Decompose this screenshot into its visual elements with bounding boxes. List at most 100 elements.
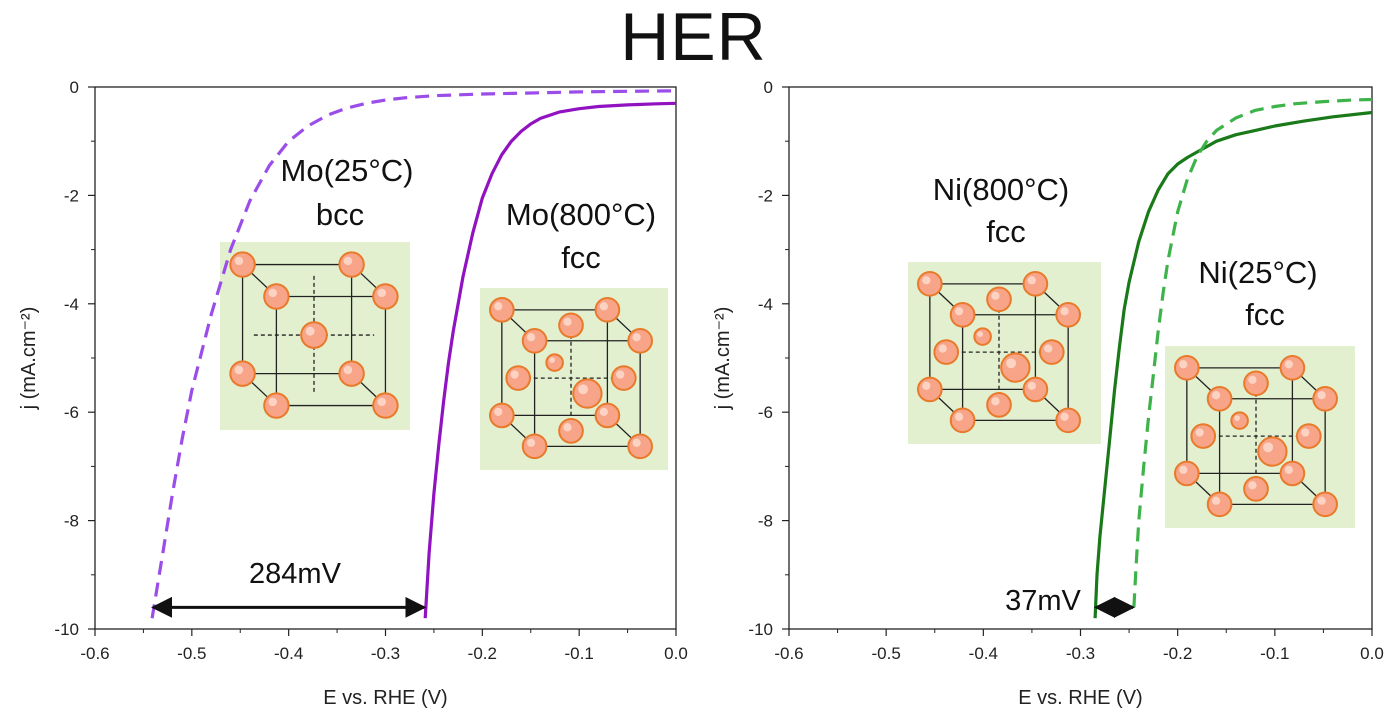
atom bbox=[1257, 436, 1288, 467]
atom bbox=[949, 301, 976, 328]
atom bbox=[917, 376, 943, 403]
atom-highlight bbox=[377, 288, 387, 298]
x-tick-label: -0.3 bbox=[371, 644, 400, 663]
atom-highlight bbox=[599, 302, 608, 311]
atom bbox=[1055, 301, 1081, 328]
atom-highlight bbox=[922, 381, 931, 390]
series-line-2 bbox=[423, 101, 677, 619]
atom bbox=[372, 392, 399, 419]
atom-highlight bbox=[234, 365, 244, 375]
atom bbox=[263, 392, 290, 419]
x-tick-label: -0.5 bbox=[872, 644, 901, 663]
atom bbox=[489, 297, 515, 323]
x-tick-label: -0.6 bbox=[80, 644, 109, 663]
atom-highlight bbox=[1284, 360, 1293, 369]
atom bbox=[229, 360, 256, 387]
atom bbox=[986, 392, 1012, 418]
atom-highlight bbox=[1317, 391, 1326, 400]
structure-label: fcc bbox=[561, 240, 601, 275]
sample-label: Ni(800°C) bbox=[933, 172, 1069, 207]
y-tick-label: -10 bbox=[54, 620, 79, 639]
crystal-inset-fcc bbox=[480, 288, 668, 470]
atom bbox=[263, 283, 290, 310]
atom-highlight bbox=[563, 317, 572, 326]
structure-label: bcc bbox=[316, 197, 364, 232]
atom-highlight bbox=[494, 302, 503, 311]
atom-highlight bbox=[1027, 276, 1036, 285]
atom-highlight bbox=[1263, 442, 1274, 453]
x-tick-label: -0.2 bbox=[1163, 644, 1192, 663]
atom-highlight bbox=[510, 370, 519, 379]
atom-highlight bbox=[377, 397, 387, 407]
sample-label: Mo(25°C) bbox=[281, 153, 414, 188]
atom-highlight bbox=[632, 438, 641, 447]
atom bbox=[594, 297, 621, 323]
atom bbox=[229, 251, 256, 278]
plot-panel-2: -0.6 -0.5 -0.4 -0.3 -0.2 -0.1 0.0 0 -2 -4 -6 -8 -10 E… bbox=[712, 78, 1384, 709]
figure-title: HER bbox=[620, 0, 767, 75]
atom bbox=[558, 312, 584, 339]
atom bbox=[933, 339, 960, 365]
atom bbox=[521, 433, 548, 460]
atom bbox=[1206, 491, 1233, 518]
atom bbox=[1206, 385, 1233, 412]
atom-highlight bbox=[922, 276, 931, 285]
x-tick-label: -0.3 bbox=[1066, 644, 1095, 663]
atom-highlight bbox=[938, 344, 947, 353]
atom-highlight bbox=[343, 365, 353, 375]
atom bbox=[917, 271, 943, 297]
y-axis-label: j (mA.cm⁻²) bbox=[18, 307, 40, 411]
crystal-inset-fcc bbox=[908, 262, 1101, 444]
sample-label: Ni(25°C) bbox=[1198, 255, 1317, 290]
atom-highlight bbox=[1317, 496, 1326, 505]
atom-highlight bbox=[305, 326, 315, 336]
atom bbox=[627, 327, 653, 354]
y-tick-label: -6 bbox=[758, 403, 773, 422]
atom bbox=[986, 286, 1012, 313]
crystal-inset-bcc bbox=[220, 242, 410, 430]
atom bbox=[521, 327, 548, 354]
atom-highlight bbox=[599, 407, 608, 416]
x-tick-label: -0.1 bbox=[565, 644, 594, 663]
atom bbox=[1000, 352, 1031, 383]
atom bbox=[627, 433, 653, 460]
atom bbox=[372, 283, 399, 310]
x-tick-label: 0.0 bbox=[1360, 644, 1384, 663]
atom-highlight bbox=[991, 397, 1000, 406]
atom-highlight bbox=[954, 307, 964, 316]
atom-highlight bbox=[1248, 481, 1257, 490]
series-line-1 bbox=[150, 89, 677, 619]
x-tick-label: -0.5 bbox=[177, 644, 206, 663]
atom-highlight bbox=[1211, 496, 1221, 505]
atom bbox=[1279, 355, 1306, 381]
series-line-1 bbox=[1093, 110, 1373, 619]
x-tick-label: 0.0 bbox=[664, 644, 688, 663]
atom bbox=[338, 251, 365, 278]
atom bbox=[1055, 407, 1081, 434]
atom bbox=[1243, 370, 1269, 397]
atom bbox=[1022, 376, 1049, 403]
x-axis-label: E vs. RHE (V) bbox=[1018, 687, 1142, 709]
atom bbox=[1230, 411, 1249, 430]
atom-highlight bbox=[268, 288, 278, 298]
atom-highlight bbox=[954, 412, 964, 421]
atom bbox=[610, 365, 637, 391]
atom-highlight bbox=[1234, 415, 1241, 422]
atom-highlight bbox=[1211, 391, 1221, 400]
atom bbox=[1174, 355, 1200, 381]
x-tick-label: -0.4 bbox=[969, 644, 998, 663]
x-axis-label: E vs. RHE (V) bbox=[323, 687, 447, 709]
atom-highlight bbox=[578, 384, 589, 395]
atom bbox=[572, 378, 603, 409]
atom bbox=[1243, 476, 1269, 502]
atom bbox=[1295, 423, 1322, 449]
y-tick-label: -2 bbox=[64, 186, 79, 205]
atom bbox=[545, 353, 564, 372]
atom-highlight bbox=[1027, 381, 1036, 390]
y-tick-label: -4 bbox=[64, 295, 79, 314]
y-tick-label: -6 bbox=[64, 403, 79, 422]
atom bbox=[949, 407, 976, 434]
atom-highlight bbox=[1179, 465, 1188, 474]
atom-highlight bbox=[494, 407, 503, 416]
